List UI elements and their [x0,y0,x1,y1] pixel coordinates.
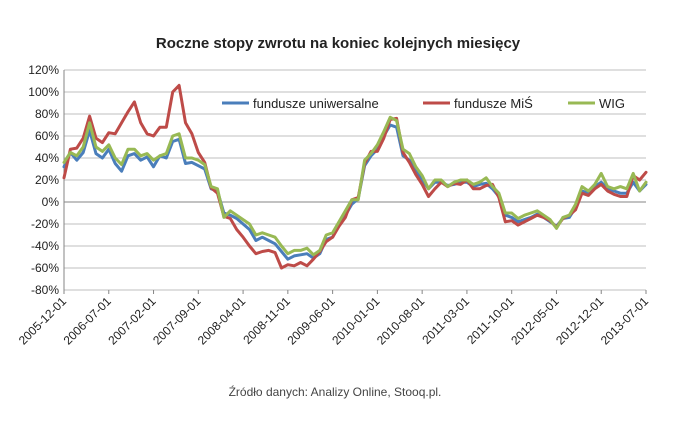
x-tick-label: 2008-04-01 [195,294,249,348]
series-line [62,123,648,261]
series-layer [62,83,648,270]
series-line [62,115,648,257]
x-tick-label: 2010-08-01 [374,294,428,348]
legend: fundusze uniwersalne fundusze MiŚ WIG [222,96,625,111]
y-tick-label: 60% [35,129,59,143]
x-tick-label: 2011-03-01 [419,294,472,347]
y-tick-label: -40% [31,239,59,253]
y-tick-label: 40% [35,151,59,165]
y-tick-label: -20% [31,217,59,231]
y-tick-label: 20% [35,173,59,187]
x-tick-label: 2013-07-01 [598,294,652,348]
legend-label: fundusze MiŚ [454,96,533,111]
legend-label: WIG [599,96,625,111]
y-axis-ticks: 120% 100% 80% 60% 40% 20% 0% -20% -40% -60% -80% [28,63,59,297]
legend-label: fundusze uniwersalne [253,96,379,111]
y-tick-label: -80% [31,283,59,297]
y-tick-label: -60% [31,261,59,275]
x-axis-ticks: 2005-12-012006-07-012007-02-012007-09-01… [16,290,652,348]
y-tick-label: 120% [28,63,59,77]
y-tick-label: 100% [28,85,59,99]
y-tick-label: 0% [42,195,60,209]
source-note: Źródło danych: Analizy Online, Stooq.pl. [229,384,442,399]
y-tick-label: 80% [35,107,59,121]
series-line [62,83,648,270]
chart-title: Roczne stopy zwrotu na koniec kolejnych … [156,35,521,52]
